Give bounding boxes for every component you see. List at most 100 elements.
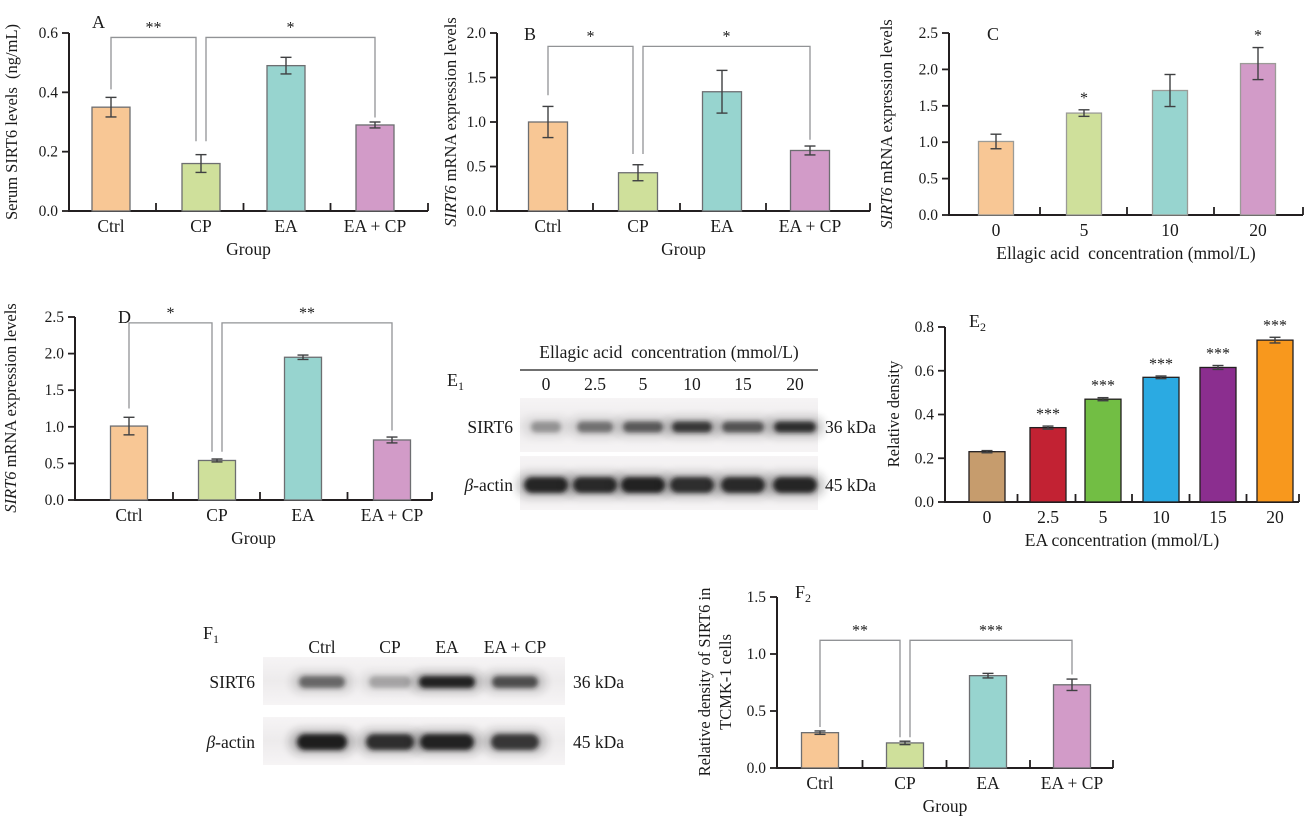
blot-lane-label: Ctrl [308,637,335,657]
bar-0 [968,451,1006,503]
panel-letter: E1 [447,370,464,393]
blot-band [491,734,539,750]
y-tick-label: 0.5 [919,171,939,188]
x-category-label: 0 [992,220,1001,240]
blot-lane-label: CP [379,637,401,657]
x-category-label: 20 [1266,507,1284,527]
y-tick-label: 1.5 [747,589,767,606]
significance-bracket [110,36,197,142]
y-axis-title: SIRT6 mRNA expression levels [877,19,896,228]
blot-lane-label: 20 [786,374,804,394]
x-category-label: 2.5 [1037,507,1059,527]
y-tick-label: 2.5 [919,25,939,42]
blot-band [524,477,568,493]
bar-EA + CP [355,124,395,212]
x-axis-title: EA concentration (mmol/L) [1025,530,1220,550]
bar-5 [1084,398,1122,503]
blot-band [773,477,817,493]
y-tick-label: 0.4 [915,407,935,424]
bar-EA [283,356,323,501]
bar-EA + CP [789,149,831,212]
bar-5 [1065,112,1103,216]
y-tick-label: 0.5 [747,703,767,720]
blot-band [573,477,617,493]
blot-band [492,676,538,688]
y-tick-label: 2.0 [45,346,65,363]
x-axis-title: Group [923,796,968,816]
x-axis-title: Group [226,239,271,259]
panel-F2-chart: 0.00.51.01.5** ***Ctrl CP EA EA + CPGroupRel… [695,582,1114,816]
blot-band [420,734,474,750]
x-category-label: EA [274,216,298,236]
significance-bracket [819,639,901,738]
y-tick-label: 0.0 [915,494,935,511]
y-tick-label: 1.5 [467,70,487,87]
x-category-label: 10 [1161,220,1179,240]
blot-lane-label: 0 [542,374,551,394]
y-tick-label: 2.0 [919,61,939,78]
blot-kda-label: 45 kDa [573,732,624,752]
y-tick-label: 0.0 [39,203,59,220]
significance-bracket [128,322,213,452]
panel-B-chart: 0.0 0.5 1.0 1.5 2.0 * * Ctrl CP EA EA + CP Group SIR… [441,17,871,259]
bar-20 [1239,62,1277,216]
significance-stars: ** [146,19,162,36]
significance-bracket [642,45,811,155]
blot-band [774,421,816,433]
blot-kda-label: 36 kDa [573,672,624,692]
x-category-label: CP [190,216,212,236]
y-tick-label: 1.0 [747,646,767,663]
y-tick-label: 2.0 [467,25,487,42]
x-axis-title: Group [661,239,706,259]
blot-band [299,676,345,688]
y-axis-title: SIRT6 mRNA expression levels [1,303,20,512]
blot-band [721,477,765,493]
significance-stars: ** [852,622,868,639]
blot-band [419,676,475,688]
x-category-label: Ctrl [115,505,142,525]
blot-header: Ellagic acid concentration (mmol/L) [539,342,799,362]
significance-bracket [221,322,393,452]
significance-stars: *** [1263,317,1287,334]
y-tick-label: 0.6 [39,25,59,42]
x-category-label: EA + CP [1041,773,1104,793]
blot-band [369,676,411,688]
blot-lane-label: 15 [734,374,752,394]
blot-band [531,421,561,433]
x-category-label: EA [291,505,315,525]
y-tick-label: 0.4 [39,84,59,101]
x-category-label: Ctrl [534,216,561,236]
y-tick-label: 0.0 [45,492,65,509]
significance-stars: * [287,19,295,36]
bar-10 [1142,376,1180,503]
blot-band [722,421,764,433]
y-tick-label: 1.5 [45,382,65,399]
x-category-label: EA + CP [361,505,424,525]
x-category-label: CP [627,216,649,236]
y-tick-label: 1.0 [45,419,65,436]
significance-stars: * [1254,28,1262,45]
bar-0 [977,140,1015,216]
blot-row-label: SIRT6 [467,417,513,437]
bar-Ctrl [91,106,131,212]
significance-bracket [909,639,1073,738]
y-tick-label: 0.2 [39,144,58,161]
blot-row-label: β-actin [205,732,255,752]
blot-lane-label: EA [435,637,459,657]
y-axis-title: TCMK-1 cells [716,634,735,730]
blot-lane-label: 2.5 [584,374,606,394]
y-tick-label: 0.8 [915,319,935,336]
x-category-label: EA [710,216,734,236]
significance-bracket [205,36,376,142]
y-tick-label: 0.6 [915,363,935,380]
blot-lane-label: 5 [639,374,648,394]
y-tick-label: 0.0 [919,207,939,224]
bar-15 [1199,366,1237,503]
blot-lane-label: 10 [683,374,701,394]
panel-letter: F1 [203,623,219,646]
x-axis-title: Ellagic acid concentration (mmol/L) [996,243,1256,263]
panel-letter: D [118,307,131,327]
x-category-label: Ctrl [97,216,124,236]
bar-EA [266,64,306,212]
